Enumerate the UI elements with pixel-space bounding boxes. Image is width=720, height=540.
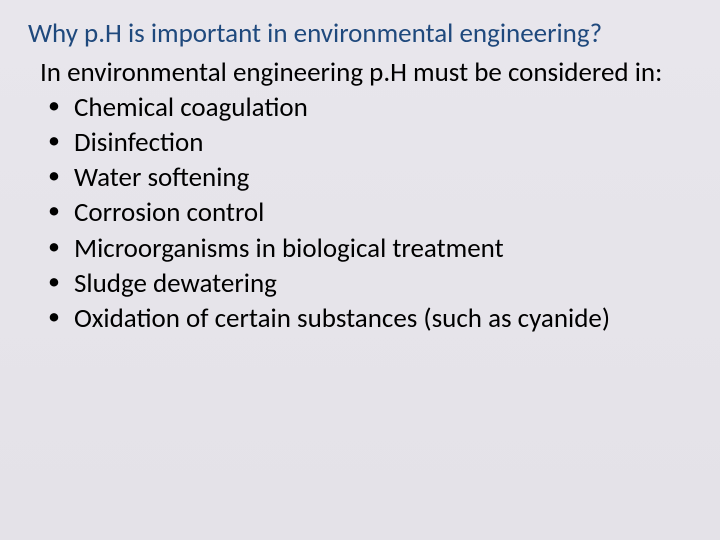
list-item: Disinfection <box>74 125 692 160</box>
list-item: Microorganisms in biological treatment <box>74 231 692 266</box>
list-item: Water softening <box>74 160 692 195</box>
list-item: Oxidation of certain substances (such as… <box>74 301 692 336</box>
list-item: Sludge dewatering <box>74 266 692 301</box>
slide-container: Why p.H is important in environmental en… <box>0 0 720 540</box>
list-item: Chemical coagulation <box>74 90 692 125</box>
bullet-list: Chemical coagulation Disinfection Water … <box>40 90 692 336</box>
list-item: Corrosion control <box>74 195 692 230</box>
slide-intro: In environmental engineering p.H must be… <box>40 56 692 90</box>
slide-title: Why p.H is important in environmental en… <box>28 18 692 50</box>
